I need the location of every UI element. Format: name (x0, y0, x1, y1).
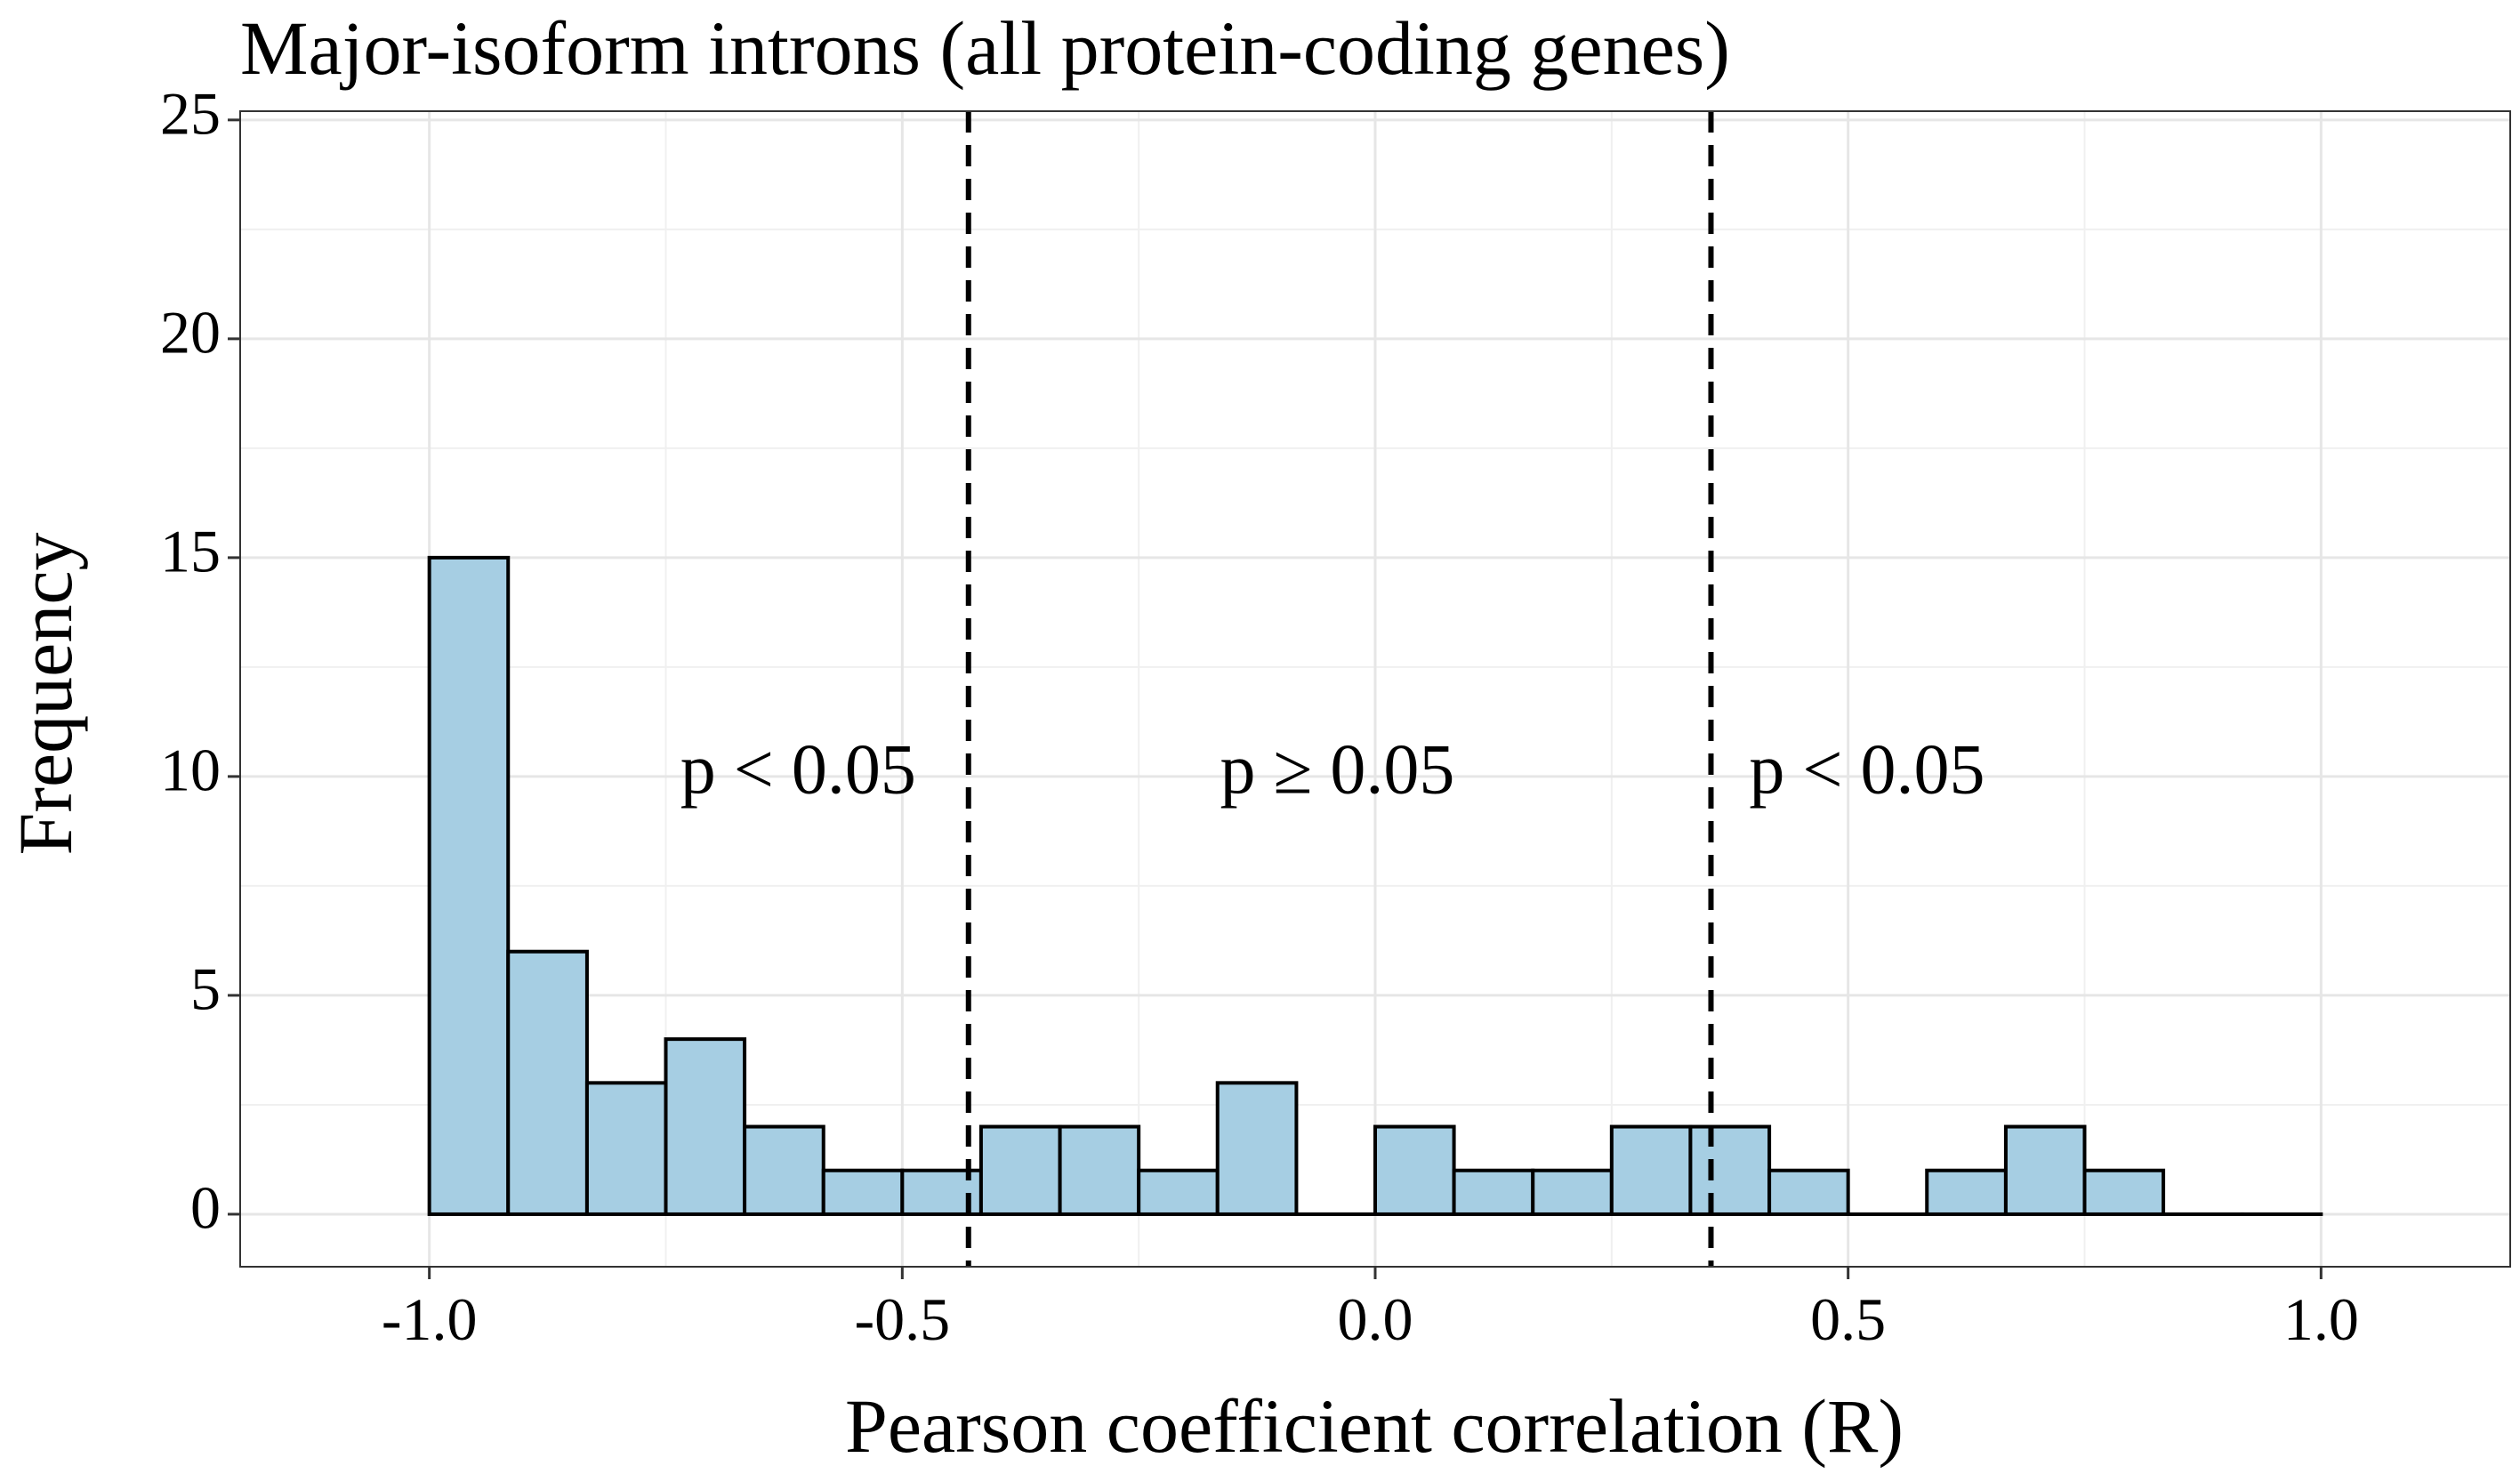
x-axis-ticks: -1.0 -0.5 0.0 0.5 1.0 (382, 1267, 2359, 1353)
x-axis-title: Pearson coefficient correlation (R) (845, 1383, 1904, 1469)
annotation-label: p < 0.05 (680, 730, 916, 809)
x-tick-label: 0.5 (1810, 1285, 1886, 1353)
y-tick-label: 20 (160, 298, 221, 366)
y-axis-title: Frequency (3, 533, 88, 856)
y-axis-ticks: 0 5 10 15 20 25 (160, 79, 240, 1242)
histogram-bar (584, 1081, 668, 1216)
y-tick-label: 25 (160, 79, 221, 147)
histogram-bar (1452, 1168, 1535, 1216)
histogram-bar (427, 555, 511, 1216)
histogram-bar (1609, 1124, 1693, 1216)
histogram-bar (743, 1124, 825, 1216)
histogram-bar (1767, 1168, 1850, 1216)
histogram-bar (664, 1037, 747, 1216)
histogram-bar (1925, 1168, 2008, 1216)
histogram-bar (1137, 1168, 1220, 1216)
y-tick-label: 5 (190, 955, 221, 1023)
histogram-bar (506, 949, 589, 1216)
significance-annotations: p < 0.05 p ≥ 0.05 p < 0.05 (680, 730, 1985, 809)
x-tick-label: -0.5 (855, 1285, 951, 1353)
threshold-lines (965, 111, 1714, 1267)
y-tick-label: 0 (190, 1174, 221, 1242)
y-tick-label: 15 (160, 517, 221, 584)
annotation-label: p < 0.05 (1749, 730, 1985, 809)
histogram-bar (821, 1168, 905, 1216)
annotation-label: p ≥ 0.05 (1220, 730, 1455, 809)
chart-title: Major-isoform introns (all protein-codin… (240, 5, 1730, 91)
histogram-bar (1531, 1168, 1614, 1216)
histogram-bar (1688, 1124, 1772, 1216)
x-tick-label: 0.0 (1338, 1285, 1413, 1353)
histogram-bar (2082, 1168, 2166, 1216)
histogram-bar (2003, 1124, 2087, 1216)
histogram-bars (427, 555, 2323, 1216)
y-tick-label: 10 (160, 737, 221, 804)
histogram-bar (1215, 1081, 1299, 1216)
x-tick-label: -1.0 (382, 1285, 478, 1353)
histogram-bar (1058, 1124, 1141, 1216)
x-tick-label: 1.0 (2283, 1285, 2359, 1353)
histogram-bar (1373, 1124, 1456, 1216)
histogram-bar (978, 1124, 1062, 1216)
